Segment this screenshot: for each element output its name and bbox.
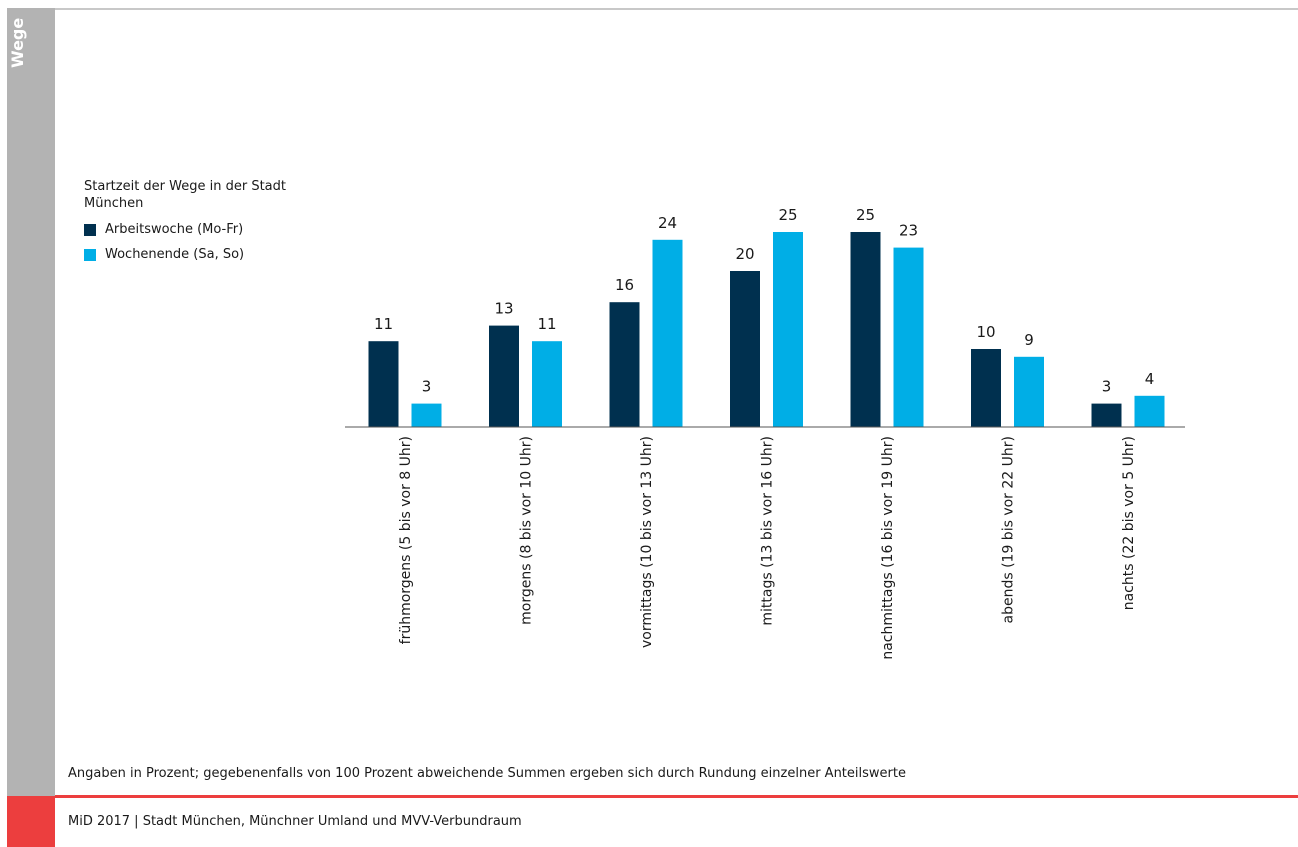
category-label-6: nachts (22 bis vor 5 Uhr) (1121, 436, 1137, 610)
source-text: MiD 2017 | Stadt München, Münchner Umlan… (68, 814, 522, 829)
value-label-arbeitswoche-5: 10 (976, 323, 995, 341)
footer-accent (7, 796, 55, 847)
value-label-wochenende-0: 3 (422, 378, 432, 396)
legend-swatch-wochenende (84, 248, 96, 261)
value-label-arbeitswoche-4: 25 (856, 206, 875, 224)
bar-arbeitswoche-1 (489, 325, 519, 427)
legend-swatch-arbeitswoche (84, 223, 96, 236)
value-label-wochenende-2: 24 (658, 214, 677, 232)
legend-title: Startzeit der Wege in der Stadt München (84, 179, 286, 211)
legend: Startzeit der Wege in der Stadt München … (84, 178, 304, 262)
category-label-0: frühmorgens (5 bis vor 8 Uhr) (398, 436, 414, 644)
bar-wochenende-3 (773, 232, 803, 427)
category-label-5: abends (19 bis vor 22 Uhr) (1001, 436, 1017, 624)
value-label-arbeitswoche-3: 20 (735, 245, 754, 263)
value-label-wochenende-1: 11 (537, 315, 556, 333)
value-label-arbeitswoche-1: 13 (494, 300, 513, 318)
category-label-3: mittags (13 bis vor 16 Uhr) (760, 436, 776, 626)
value-label-arbeitswoche-0: 11 (374, 315, 393, 333)
bar-arbeitswoche-3 (730, 271, 760, 427)
category-label-1: morgens (8 bis vor 10 Uhr) (519, 436, 535, 625)
footnote: Angaben in Prozent; gegebenenfalls von 1… (68, 766, 906, 781)
value-label-wochenende-3: 25 (778, 206, 797, 224)
footer-rule (55, 795, 1298, 798)
value-label-wochenende-4: 23 (899, 222, 918, 240)
legend-label-wochenende: Wochenende (Sa, So) (105, 247, 245, 262)
bar-wochenende-0 (411, 403, 442, 427)
legend-label-arbeitswoche: Arbeitswoche (Mo-Fr) (105, 222, 244, 237)
bar-wochenende-6 (1134, 395, 1165, 427)
value-label-wochenende-6: 4 (1145, 370, 1155, 388)
bar-arbeitswoche-0 (368, 341, 399, 427)
value-label-arbeitswoche-6: 3 (1102, 378, 1112, 396)
bar-wochenende-5 (1014, 356, 1044, 427)
value-label-wochenende-5: 9 (1024, 331, 1034, 349)
side-bar (7, 8, 55, 796)
top-rule (55, 8, 1298, 10)
bar-wochenende-4 (893, 247, 924, 427)
bar-arbeitswoche-2 (609, 302, 640, 427)
legend-item-wochenende: Wochenende (Sa, So) (84, 247, 304, 262)
bar-wochenende-2 (652, 239, 683, 427)
legend-item-arbeitswoche: Arbeitswoche (Mo-Fr) (84, 222, 304, 237)
bar-arbeitswoche-5 (971, 349, 1001, 427)
bar-arbeitswoche-4 (850, 232, 881, 427)
bar-arbeitswoche-6 (1091, 403, 1122, 427)
category-label-4: nachmittags (16 bis vor 19 Uhr) (880, 436, 896, 660)
bar-wochenende-1 (532, 341, 562, 427)
value-label-arbeitswoche-2: 16 (615, 276, 634, 294)
category-label-2: vormittags (10 bis vor 13 Uhr) (639, 436, 655, 648)
